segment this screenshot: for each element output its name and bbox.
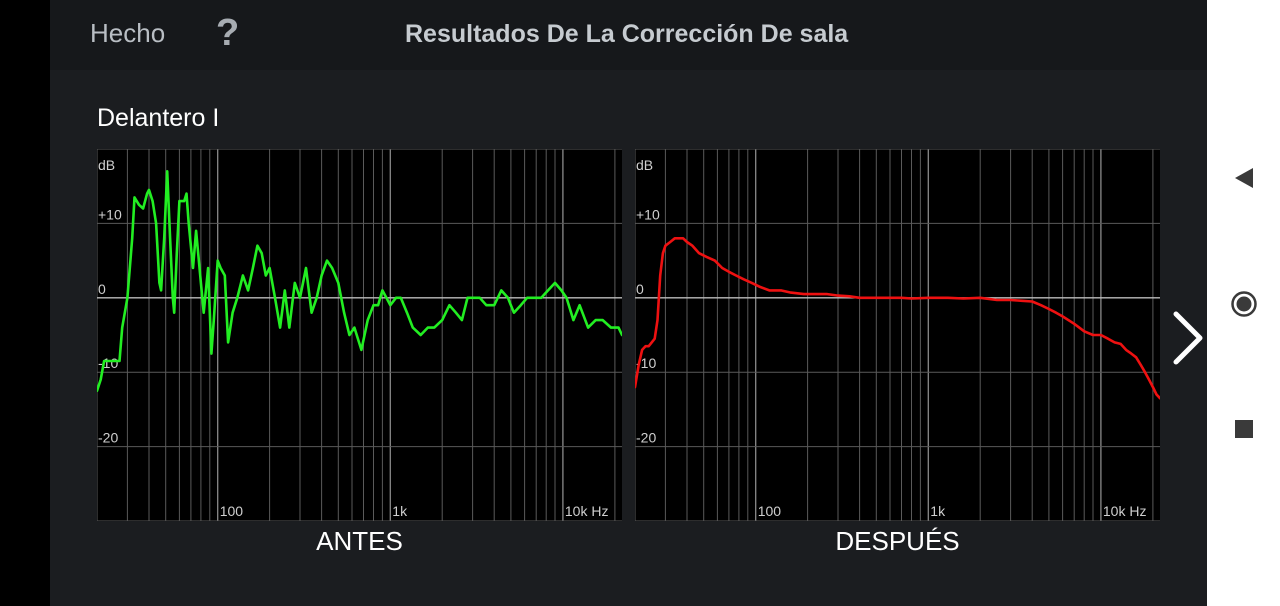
- page-title: Resultados De La Corrección De sala: [405, 20, 849, 48]
- help-icon[interactable]: ?: [216, 12, 240, 54]
- before-series-line-0: [97, 169, 622, 393]
- before-y-tick-0: +10: [98, 206, 122, 222]
- before-x-tick-0: 100: [220, 503, 244, 519]
- before-y-unit: dB: [98, 157, 115, 173]
- after-series-line-0: [635, 237, 1160, 400]
- recents-icon[interactable]: [1235, 420, 1253, 438]
- before-x-tick-1: 1k: [392, 503, 408, 519]
- chevron-right-icon[interactable]: [1170, 310, 1206, 366]
- before-y-tick-1: 0: [98, 281, 106, 297]
- header-bar: Hecho ? Resultados De La Corrección De s…: [50, 0, 1207, 70]
- after-x-tick-0: 100: [758, 503, 782, 519]
- before-y-tick-2: -10: [98, 355, 118, 371]
- after-y-tick-3: -20: [636, 430, 656, 446]
- chart-after-caption: DESPUÉS: [835, 526, 960, 556]
- back-icon[interactable]: [1233, 166, 1255, 190]
- after-y-unit: dB: [636, 157, 653, 173]
- after-x-tick-1: 1k: [930, 503, 946, 519]
- after-y-tick-0: +10: [636, 206, 660, 222]
- chart-before: dB +10 0 -10 -20 100 1k 10k Hz: [97, 149, 622, 521]
- before-y-tick-3: -20: [98, 430, 118, 446]
- done-button[interactable]: Hecho: [90, 18, 166, 48]
- home-icon[interactable]: [1230, 290, 1258, 318]
- before-x-tick-2: 10k Hz: [565, 503, 609, 519]
- app-window: Hecho ? Resultados De La Corrección De s…: [50, 0, 1207, 606]
- system-nav-bar: [1207, 0, 1280, 606]
- channel-name: Delantero I: [97, 104, 220, 132]
- after-x-tick-2: 10k Hz: [1103, 503, 1147, 519]
- after-y-tick-1: 0: [636, 281, 644, 297]
- chart-before-caption: ANTES: [316, 526, 403, 556]
